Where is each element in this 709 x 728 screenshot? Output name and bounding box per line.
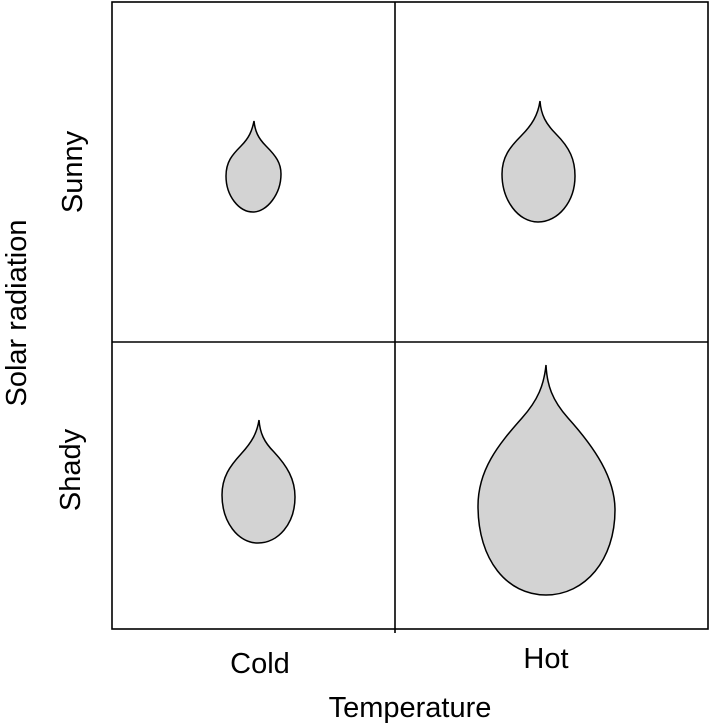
leaf-shady-cold [221,419,296,544]
grid-frame [111,1,709,630]
row-label-sunny: Sunny [57,130,89,213]
leaf-shady-hot [477,364,616,596]
leaf-sunny-cold [225,120,282,213]
column-label-hot: Hot [523,643,568,675]
leaf-sunny-hot [501,100,576,223]
column-label-cold: Cold [230,648,290,680]
row-label-shady: Shady [55,428,87,511]
x-axis-title: Temperature [329,692,492,724]
y-axis-title: Solar radiation [1,220,33,407]
